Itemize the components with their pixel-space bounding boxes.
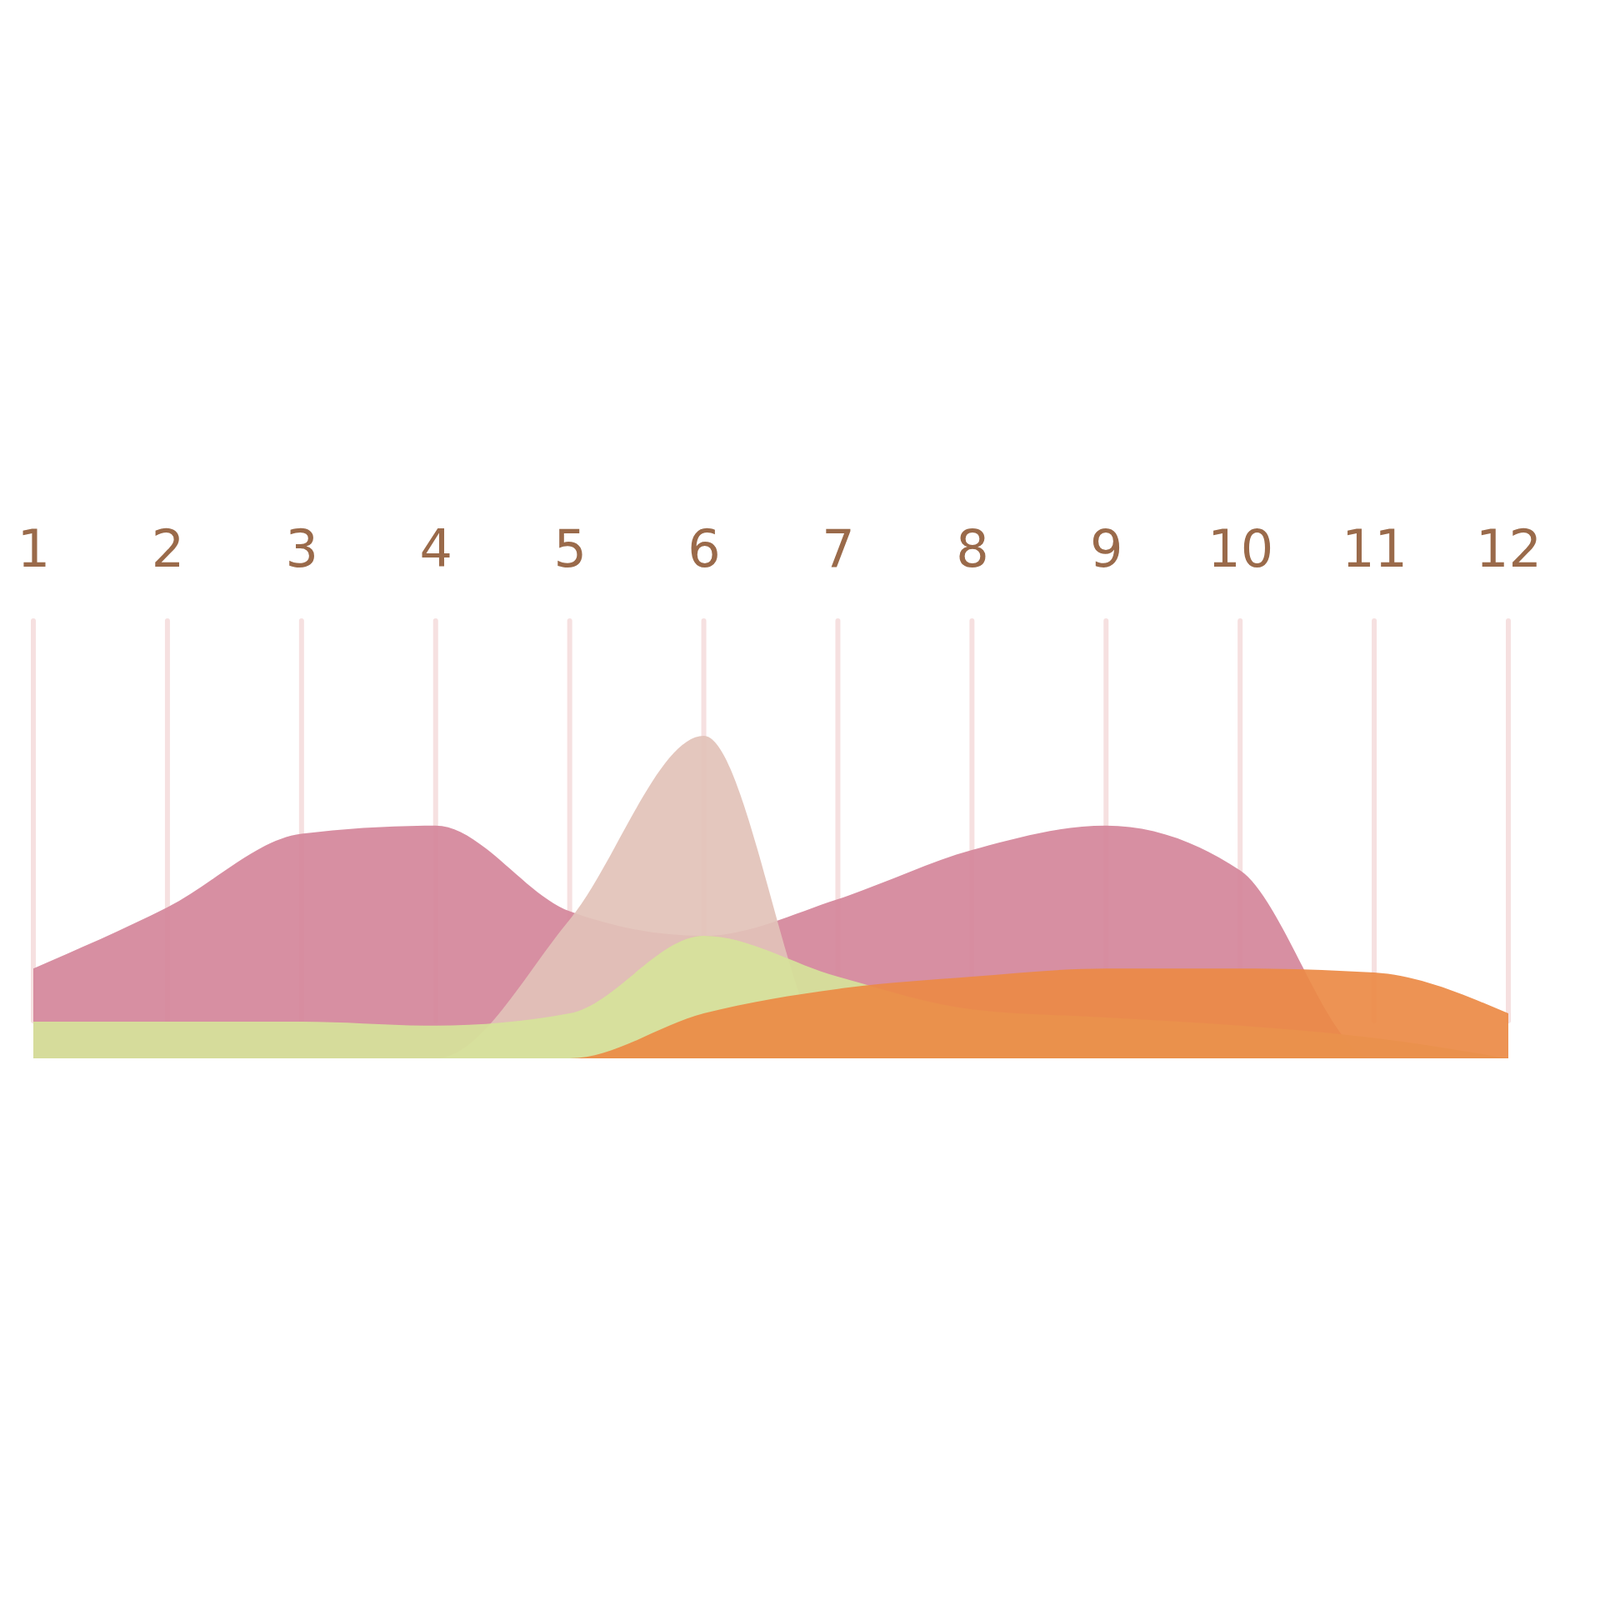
tick-label: 8: [955, 518, 989, 580]
tick: 3: [285, 518, 319, 580]
tick-label: 12: [1475, 518, 1542, 580]
grid-line: [1371, 620, 1377, 1021]
tick: 10: [1207, 518, 1274, 580]
tick-label: 5: [553, 518, 586, 580]
chart: 123456789101112: [0, 0, 1600, 1600]
tick-label: 4: [420, 518, 453, 580]
x-axis: 123456789101112: [17, 518, 1542, 580]
tick: 8: [955, 518, 989, 580]
tick-label: 10: [1207, 518, 1274, 580]
grid-line: [1505, 620, 1511, 1021]
tick-label: 2: [151, 518, 185, 580]
tick: 11: [1341, 518, 1408, 580]
tick: 5: [553, 518, 586, 580]
tick: 6: [687, 518, 720, 580]
area: [33, 735, 1509, 1059]
areas: [33, 735, 1509, 1059]
tick: 9: [1090, 518, 1123, 580]
tick-label: 11: [1341, 518, 1408, 580]
tick-label: 6: [687, 518, 720, 580]
tick-label: 7: [821, 518, 855, 580]
tick: 12: [1475, 518, 1542, 580]
area: [33, 968, 1509, 1059]
axis-line: [34, 566, 1510, 568]
tick: 1: [17, 518, 50, 580]
tick: 2: [151, 518, 185, 580]
tick-label: 3: [285, 518, 319, 580]
area: [33, 935, 1509, 1059]
tick-label: 9: [1090, 518, 1123, 580]
tick: 4: [420, 518, 453, 580]
grid-line: [30, 620, 36, 1021]
tick-label: 1: [17, 518, 50, 580]
tick: 7: [821, 518, 855, 580]
